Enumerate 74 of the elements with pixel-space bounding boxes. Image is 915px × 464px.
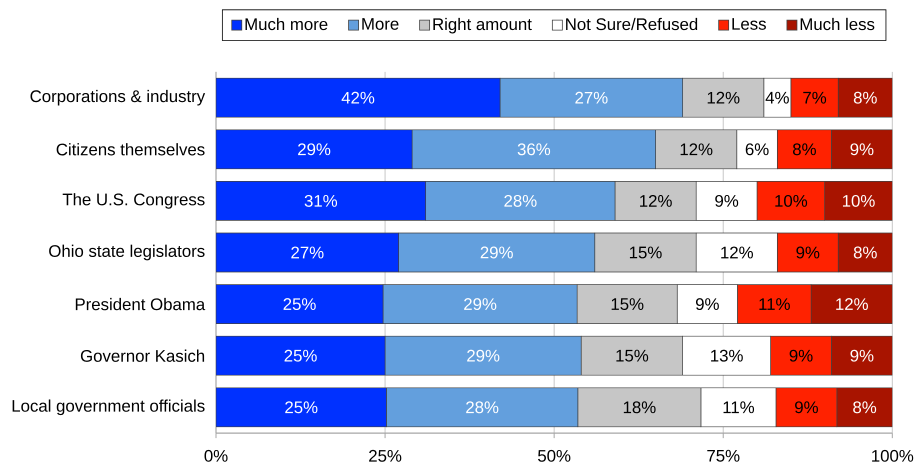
y-tick-label: The U.S. Congress <box>62 193 205 209</box>
data-label: 8% <box>854 92 877 104</box>
legend-label: Less <box>732 18 766 30</box>
y-tick-label: Ohio state legislators <box>49 244 205 260</box>
data-label: 8% <box>854 246 877 258</box>
legend-label: Not Sure/Refused <box>566 18 698 30</box>
data-label: 11% <box>759 298 790 310</box>
data-label: 25% <box>285 401 318 414</box>
bar <box>831 336 892 376</box>
x-tick-label: 25% <box>369 450 402 462</box>
data-label: 27% <box>291 246 324 258</box>
data-label: 27% <box>575 92 608 104</box>
bar <box>824 181 892 221</box>
bar <box>216 78 500 118</box>
bar <box>216 129 412 170</box>
data-label: 9% <box>790 350 813 362</box>
data-label: 13% <box>711 350 743 362</box>
data-label: 9% <box>850 350 874 362</box>
bar <box>838 232 892 272</box>
data-label: 36% <box>518 143 550 156</box>
bar <box>216 336 386 376</box>
data-label: 7% <box>803 92 826 104</box>
y-tick-label: Corporations & industry <box>30 90 206 106</box>
data-label: 12% <box>721 246 753 258</box>
bar <box>831 129 892 170</box>
x-tick-label: 50% <box>538 450 570 462</box>
bar <box>216 387 387 428</box>
bar <box>836 387 892 428</box>
x-tick-label: 0% <box>204 450 228 462</box>
data-label: 25% <box>284 350 317 362</box>
data-label: 31% <box>304 194 338 207</box>
data-label: 29% <box>480 246 513 258</box>
legend-label: More <box>362 18 398 30</box>
data-label: 4% <box>766 92 789 104</box>
data-label: 9% <box>696 298 719 310</box>
y-tick-label: Citizens themselves <box>56 143 205 156</box>
data-label: 15% <box>616 350 648 362</box>
data-label: 25% <box>284 298 316 310</box>
data-label: 11% <box>724 401 754 414</box>
data-label: 12% <box>680 143 712 156</box>
legend-label: Right amount <box>433 18 532 34</box>
data-label: 12% <box>836 298 868 310</box>
data-label: 9% <box>850 143 874 156</box>
x-tick-label: 75% <box>707 450 740 462</box>
data-label: 9% <box>796 246 820 258</box>
data-label: 29% <box>298 143 330 156</box>
data-label: 28% <box>466 401 498 414</box>
data-label: 8% <box>792 143 816 156</box>
bar <box>838 78 892 118</box>
data-label: 12% <box>640 194 672 207</box>
data-label: 12% <box>708 92 740 104</box>
data-label: 15% <box>630 246 662 258</box>
data-label: 42% <box>342 92 374 104</box>
data-label: 29% <box>467 350 500 362</box>
y-tick-label: Governor Kasich <box>80 350 204 362</box>
data-label: 6% <box>746 143 769 156</box>
legend-label: Much less <box>800 18 874 30</box>
bar <box>216 284 384 324</box>
legend-label: Much more <box>246 18 328 30</box>
x-tick-label: 100% <box>872 450 914 462</box>
data-label: 10% <box>842 194 875 207</box>
data-label: 10% <box>775 194 808 207</box>
y-tick-label: Local government officials <box>12 399 205 416</box>
bar <box>216 232 399 272</box>
data-label: 18% <box>624 401 656 414</box>
data-label: 9% <box>715 194 738 207</box>
bar <box>810 284 892 324</box>
data-label: 28% <box>504 194 537 207</box>
data-label: 9% <box>795 401 818 414</box>
data-label: 8% <box>853 401 876 414</box>
bar <box>216 181 426 221</box>
y-tick-label: President Obama <box>76 298 206 310</box>
data-label: 29% <box>464 298 496 310</box>
data-label: 15% <box>612 298 644 310</box>
